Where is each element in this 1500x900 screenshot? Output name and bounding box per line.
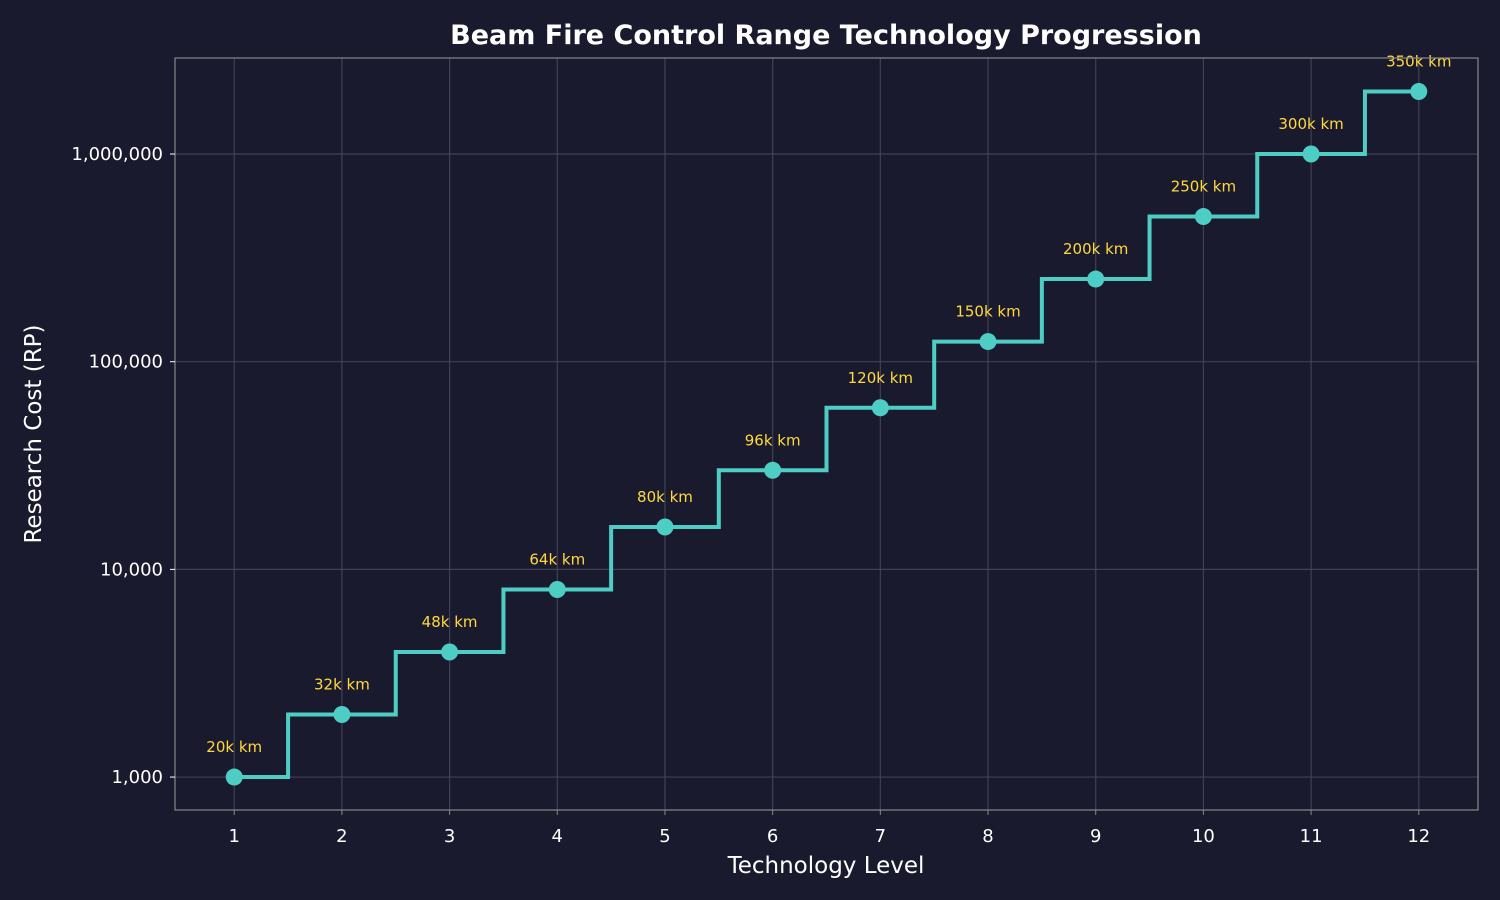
y-tick-label: 100,000 (89, 352, 163, 373)
data-label: 120k km (848, 369, 913, 387)
data-point (979, 333, 997, 351)
x-tick-label: 2 (336, 826, 347, 847)
data-point (656, 518, 674, 536)
data-label: 350k km (1386, 53, 1451, 71)
data-point (764, 461, 782, 479)
data-label: 64k km (529, 551, 585, 569)
data-label: 32k km (314, 676, 370, 694)
data-point (548, 581, 566, 599)
x-tick-label: 5 (659, 826, 670, 847)
plot-marks: 20k km 32k km 48k km 64k km 80k km 96k km 120k… (206, 53, 1451, 786)
data-point (1410, 83, 1428, 101)
y-tick-label: 10,000 (100, 559, 163, 580)
data-point (1302, 145, 1320, 163)
data-label: 80k km (637, 488, 693, 506)
x-axis-label: Technology Level (727, 853, 925, 879)
data-label: 96k km (745, 431, 801, 449)
x-tick-label: 9 (1090, 826, 1101, 847)
x-tick-label: 4 (552, 826, 563, 847)
x-tick-label: 1 (229, 826, 240, 847)
x-tick-label: 12 (1407, 826, 1430, 847)
x-tick-label: 3 (444, 826, 455, 847)
x-tick-label: 6 (767, 826, 778, 847)
data-label: 300k km (1278, 115, 1343, 133)
y-axis-label: Research Cost (RP) (21, 324, 47, 543)
x-tick-label: 7 (875, 826, 886, 847)
data-label: 200k km (1063, 240, 1128, 258)
data-point (225, 768, 243, 786)
data-point (1194, 208, 1212, 226)
grid (175, 58, 1478, 810)
data-point (1087, 270, 1105, 288)
y-tick-label: 1,000,000 (71, 144, 163, 165)
data-label: 150k km (955, 303, 1020, 321)
data-label: 20k km (206, 738, 262, 756)
chart-title: Beam Fire Control Range Technology Progr… (450, 20, 1202, 51)
ticks: 1 2 3 4 5 6 7 8 9 10 11 121,00010,000100,0001,000,0… (71, 144, 1430, 847)
axes-frame (174, 57, 1479, 811)
x-tick-label: 11 (1300, 826, 1323, 847)
x-tick-label: 8 (982, 826, 993, 847)
data-label: 48k km (422, 613, 478, 631)
data-point (333, 706, 351, 724)
data-point (871, 399, 889, 417)
data-point (441, 643, 459, 661)
data-label: 250k km (1171, 178, 1236, 196)
step-line (234, 89, 1419, 780)
y-tick-label: 1,000 (111, 767, 163, 788)
x-tick-label: 10 (1192, 826, 1215, 847)
